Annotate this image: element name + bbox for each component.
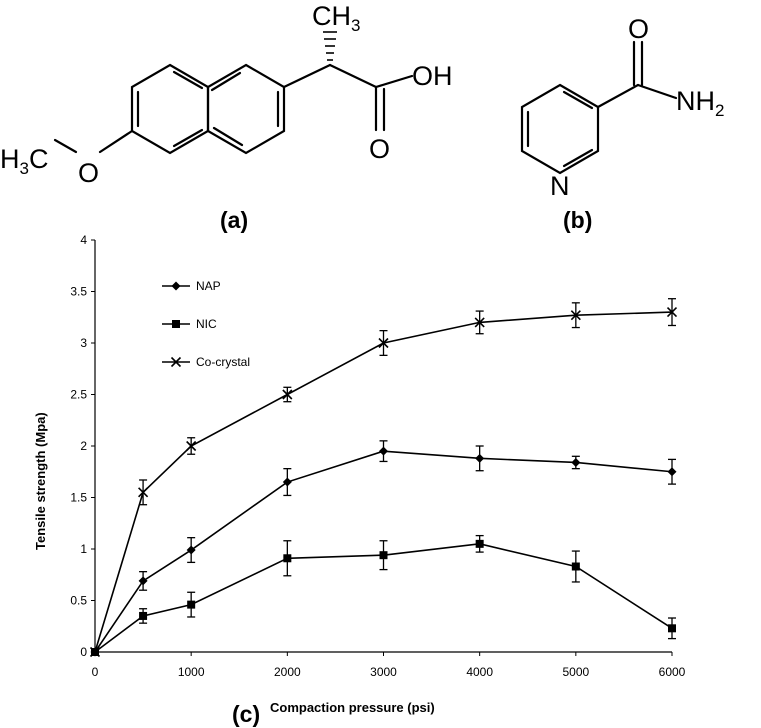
series-co-crystal (89, 298, 678, 658)
legend-item: NAP (162, 279, 221, 293)
legend-label: NIC (196, 317, 217, 331)
data-point (474, 317, 485, 328)
y-tick-label: 0.5 (70, 594, 87, 608)
methoxy-label: H3C (0, 144, 48, 178)
panel-label-b: (b) (563, 207, 592, 233)
data-point (138, 576, 148, 586)
y-tick-label: 2.5 (70, 388, 87, 402)
x-tick-label: 4000 (466, 665, 493, 679)
legend-marker (170, 356, 182, 368)
y-axis-title: Tensile strength (Mpa) (33, 412, 48, 550)
data-point (475, 539, 484, 548)
data-point (475, 453, 485, 463)
data-point (187, 600, 196, 609)
data-point (379, 446, 388, 456)
legend-marker (172, 320, 180, 328)
data-point (282, 389, 293, 400)
hydroxyl-label: OH (412, 61, 453, 91)
carbonyl-oxygen-label: O (369, 134, 390, 164)
y-tick-label: 3 (80, 336, 87, 350)
amide-oxygen-label: O (628, 14, 649, 44)
y-tick-label: 1.5 (70, 491, 87, 505)
legend: NAP NIC Co-crystal (162, 279, 250, 369)
ring-nitrogen-label: N (550, 171, 570, 201)
legend-marker (171, 281, 181, 291)
y-tick-label: 1 (80, 542, 87, 556)
series-line (94, 543, 673, 653)
x-tick-label: 0 (92, 665, 99, 679)
data-point (186, 545, 196, 555)
x-tick-label: 2000 (274, 665, 301, 679)
structure-a: CH3 OH O H3C O (0, 1, 453, 188)
series-nic (91, 534, 676, 656)
data-point (379, 551, 388, 560)
x-axis-title: Compaction pressure (psi) (270, 700, 435, 715)
data-point (571, 457, 581, 467)
data-point (667, 467, 677, 477)
methyl-label: CH3 (312, 1, 360, 35)
series-line (94, 450, 673, 653)
data-point (570, 310, 581, 321)
panel-label-a: (a) (220, 207, 248, 233)
x-tick-label: 5000 (562, 665, 589, 679)
x-tick-label: 1000 (178, 665, 205, 679)
data-point (666, 307, 678, 318)
data-point (139, 611, 148, 620)
pyridine-ring (520, 83, 600, 175)
data-point (282, 477, 292, 487)
x-tick-label: 6000 (659, 665, 686, 679)
data-point (378, 337, 389, 349)
data-point (138, 487, 149, 498)
y-tick-label: 0 (80, 645, 87, 659)
data-point (186, 440, 197, 452)
legend-item: Co-crystal (162, 355, 250, 369)
ring-left (130, 63, 210, 155)
series-layer (89, 298, 678, 658)
data-point (571, 562, 580, 571)
data-point (89, 646, 101, 658)
series-line (94, 311, 673, 653)
legend-item: NIC (162, 317, 217, 331)
methoxy-oxygen-label: O (78, 158, 99, 188)
y-tick-label: 4 (80, 233, 87, 247)
x-tick-label: 3000 (370, 665, 397, 679)
structure-b: O NH2 N (520, 14, 724, 201)
chart-c: 0 0.5 1 1.5 2 2.5 3 3.5 4 0 1000 2000 3000 4000 5000 6… (33, 233, 686, 715)
amine-label: NH2 (676, 86, 724, 120)
ring-right (206, 63, 286, 155)
x-ticks: 0 1000 2000 3000 4000 5000 6000 (92, 652, 686, 679)
y-tick-label: 2 (80, 439, 87, 453)
hashed-wedge (323, 31, 337, 61)
legend-label: NAP (196, 279, 221, 293)
panel-label-c: (c) (232, 701, 260, 727)
data-point (668, 624, 676, 633)
legend-label: Co-crystal (196, 355, 250, 369)
data-point (283, 554, 292, 563)
y-tick-label: 3.5 (70, 285, 87, 299)
y-ticks: 0 0.5 1 1.5 2 2.5 3 3.5 4 (70, 233, 95, 659)
